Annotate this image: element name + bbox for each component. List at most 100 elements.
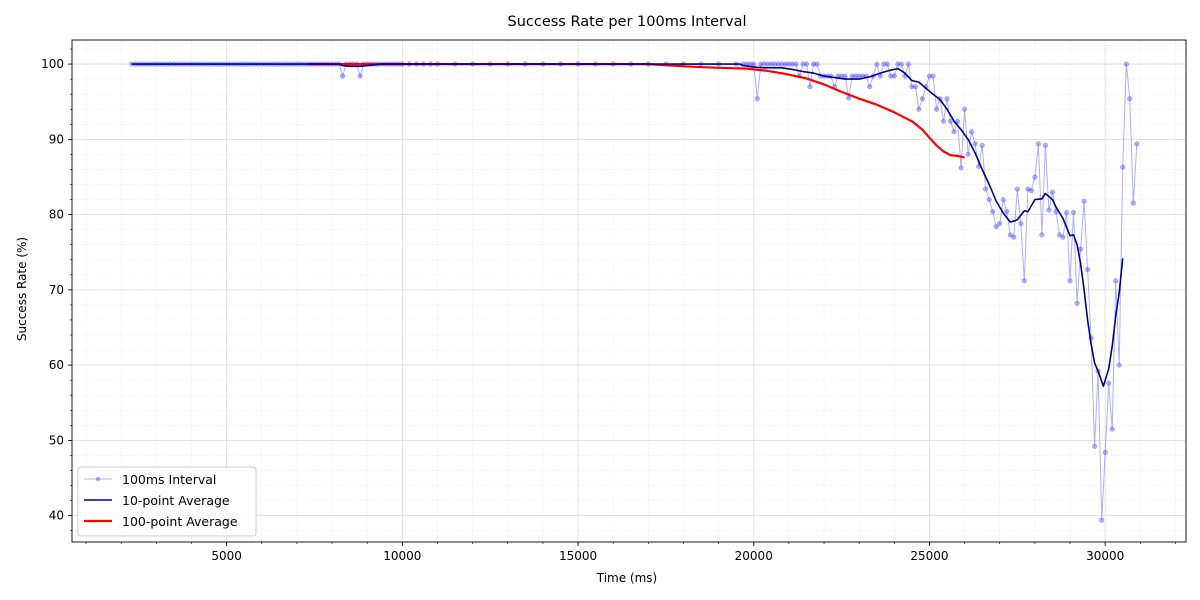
interval-point (1004, 209, 1010, 215)
interval-point (884, 61, 890, 67)
interval-point (772, 61, 778, 67)
legend-label-avg10: 10-point Average (122, 493, 230, 508)
x-axis-title: Time (ms) (596, 571, 658, 585)
interval-point (891, 73, 897, 79)
series-layer (129, 61, 1140, 523)
interval-point (1081, 198, 1087, 204)
interval-point (1067, 278, 1073, 284)
interval-point (1134, 141, 1140, 147)
interval-point (930, 73, 936, 79)
interval-point (1085, 267, 1091, 273)
interval-point (814, 61, 820, 67)
interval-point (1021, 278, 1027, 284)
interval-point (898, 61, 904, 67)
legend-marker-interval (95, 476, 101, 482)
interval-point (810, 61, 817, 67)
x-tick-label: 15000 (559, 549, 597, 563)
interval-point (972, 141, 978, 147)
legend-box (77, 466, 257, 537)
y-tick-label: 100 (41, 57, 64, 71)
interval-point (1000, 197, 1006, 203)
interval-point (926, 73, 933, 79)
interval-point (1014, 186, 1020, 192)
y-tick-label: 60 (49, 358, 64, 372)
interval-point (979, 142, 985, 148)
y-tick-label: 80 (49, 208, 64, 222)
plot-frame (71, 39, 1187, 543)
interval-point (357, 73, 363, 79)
interval-point (768, 61, 774, 67)
chart-title: Success Rate per 100ms Interval (507, 14, 746, 30)
interval-point (1056, 232, 1063, 238)
interval-point (940, 118, 947, 124)
interval-point (1032, 174, 1038, 180)
interval-point (990, 209, 996, 215)
interval-point (962, 106, 968, 112)
interval-point (754, 96, 760, 102)
interval-point (1109, 426, 1115, 432)
interval-point (1063, 209, 1070, 215)
interval-point (997, 221, 1003, 227)
interval-point (888, 73, 894, 79)
interval-point (751, 61, 757, 67)
avg100-series-line (307, 62, 965, 159)
interval-point (1011, 234, 1017, 240)
interval-point (1127, 96, 1133, 102)
interval-point (1102, 449, 1108, 455)
interval-point (765, 61, 771, 67)
axis-ticks: 5000 10000 15000 20000 25000 30000 40 50 60 70 80 9… (41, 48, 1176, 563)
interval-point (842, 73, 848, 79)
x-tick-label: 10000 (383, 549, 421, 563)
legend-label-interval: 100ms Interval (122, 472, 216, 487)
y-tick-label: 40 (49, 509, 64, 523)
interval-point (1028, 187, 1034, 194)
avg10-series-line (131, 63, 1124, 387)
interval-point (1046, 207, 1052, 213)
interval-point (933, 106, 940, 112)
interval-point (881, 61, 887, 67)
interval-point (909, 84, 915, 90)
interval-point (986, 197, 992, 203)
interval-point (1060, 234, 1066, 240)
interval-point (1042, 142, 1048, 148)
x-tick-label: 30000 (1086, 549, 1124, 563)
interval-point (779, 61, 785, 67)
interval-point (1106, 380, 1112, 386)
interval-point (789, 61, 795, 67)
interval-point (1116, 362, 1122, 368)
interval-point (1035, 141, 1041, 147)
legend-label-avg100: 100-point Average (122, 514, 238, 529)
interval-point (803, 61, 810, 67)
interval-point (1070, 209, 1077, 215)
interval-point (944, 96, 950, 102)
interval-point (786, 61, 792, 67)
x-tick-label: 20000 (735, 549, 773, 563)
interval-point (1120, 164, 1126, 170)
interval-point (905, 61, 911, 67)
interval-point (782, 61, 788, 67)
interval-point (993, 224, 999, 230)
interval-point (1074, 300, 1080, 306)
grid (72, 40, 1186, 542)
interval-point (1099, 517, 1105, 523)
y-tick-label: 50 (49, 433, 64, 447)
interval-point (916, 106, 922, 112)
interval-point (1130, 200, 1136, 206)
interval-point (951, 129, 957, 135)
interval-point (955, 118, 961, 124)
interval-point (912, 84, 918, 90)
y-axis-title: Success Rate (%) (15, 237, 29, 341)
interval-point (1039, 232, 1045, 238)
interval-point (800, 61, 806, 67)
interval-point (1049, 189, 1056, 195)
interval-point (919, 96, 925, 102)
legend: 100ms Interval 10-point Average 100-poin… (77, 466, 257, 537)
interval-point (775, 61, 781, 67)
y-tick-label: 70 (49, 283, 64, 297)
interval-point (758, 61, 764, 67)
x-tick-label: 5000 (211, 549, 242, 563)
interval-point (867, 84, 873, 90)
interval-point (793, 61, 799, 67)
interval-point (1092, 443, 1098, 449)
